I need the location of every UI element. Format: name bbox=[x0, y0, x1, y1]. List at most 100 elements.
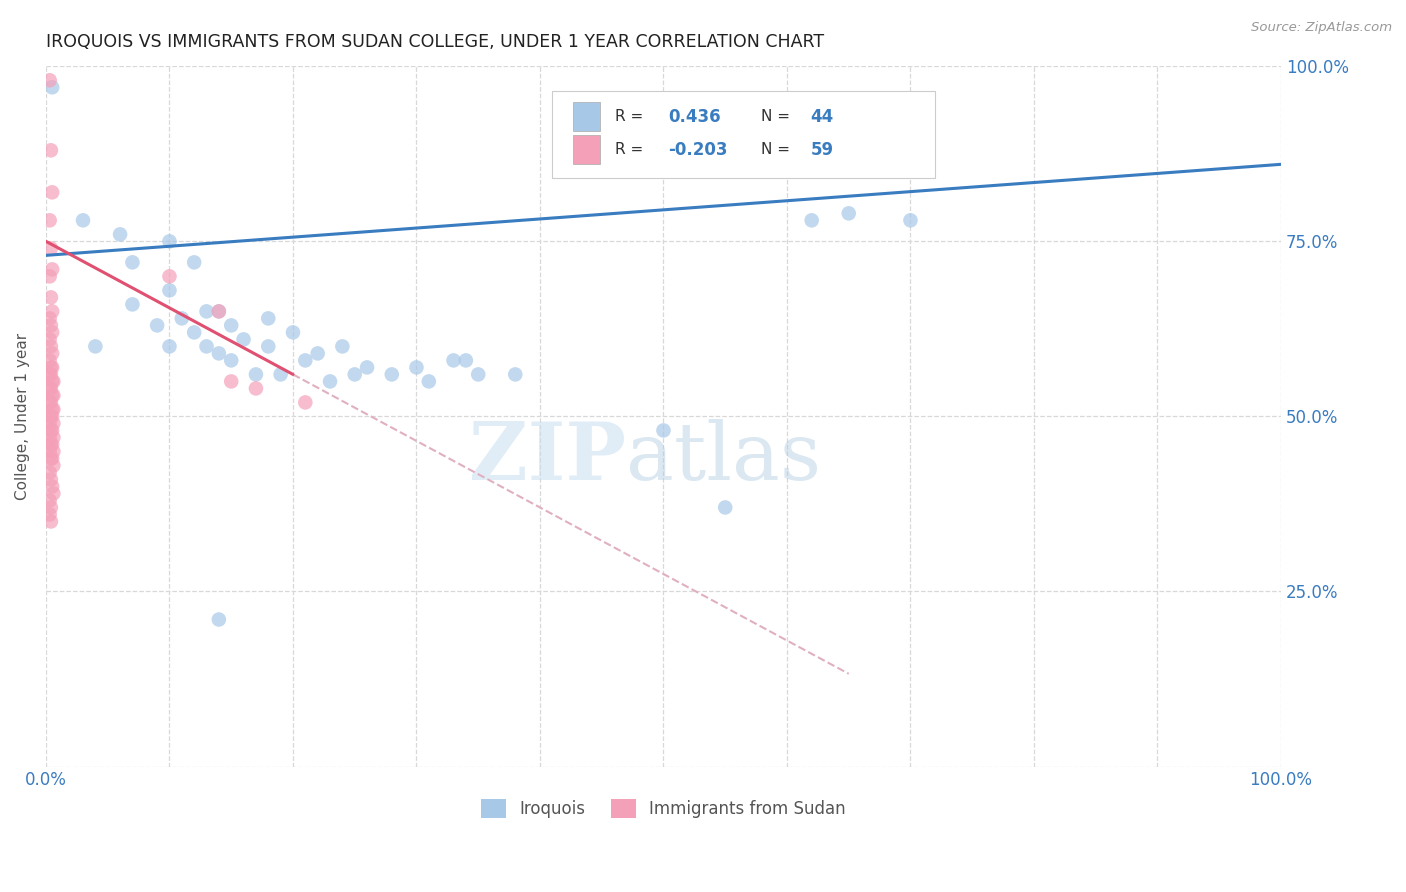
Point bbox=[159, 235, 181, 249]
Text: -0.203: -0.203 bbox=[668, 141, 728, 159]
Point bbox=[108, 227, 131, 242]
Point bbox=[38, 430, 60, 444]
Point bbox=[42, 388, 65, 402]
Text: R =: R = bbox=[616, 109, 648, 124]
Text: R =: R = bbox=[616, 142, 648, 157]
Point bbox=[39, 144, 62, 158]
Point bbox=[159, 339, 181, 353]
Point bbox=[121, 255, 143, 269]
Point bbox=[38, 466, 60, 480]
Point bbox=[183, 326, 205, 340]
Point bbox=[41, 360, 63, 375]
Point bbox=[381, 368, 404, 382]
Text: 44: 44 bbox=[810, 108, 834, 126]
Point bbox=[42, 444, 65, 458]
Point bbox=[219, 353, 242, 368]
Point bbox=[159, 269, 181, 284]
Text: Source: ZipAtlas.com: Source: ZipAtlas.com bbox=[1251, 21, 1392, 34]
Point bbox=[39, 318, 62, 333]
Point bbox=[356, 360, 378, 375]
Point bbox=[41, 326, 63, 340]
Point bbox=[38, 417, 60, 431]
Point bbox=[41, 437, 63, 451]
Point bbox=[183, 255, 205, 269]
Point bbox=[38, 395, 60, 409]
Point bbox=[39, 451, 62, 466]
Point bbox=[195, 304, 218, 318]
Point bbox=[294, 353, 316, 368]
Point bbox=[219, 375, 242, 389]
Point bbox=[208, 346, 231, 360]
Text: IROQUOIS VS IMMIGRANTS FROM SUDAN COLLEGE, UNDER 1 YEAR CORRELATION CHART: IROQUOIS VS IMMIGRANTS FROM SUDAN COLLEG… bbox=[46, 33, 824, 51]
Point bbox=[42, 417, 65, 431]
FancyBboxPatch shape bbox=[553, 91, 935, 178]
Point bbox=[319, 375, 342, 389]
Point bbox=[467, 368, 489, 382]
Text: ZIP: ZIP bbox=[470, 419, 627, 498]
Point bbox=[41, 479, 63, 493]
Point bbox=[39, 472, 62, 486]
Point bbox=[84, 339, 107, 353]
Text: N =: N = bbox=[761, 142, 794, 157]
Point bbox=[39, 360, 62, 375]
Point bbox=[38, 493, 60, 508]
Point bbox=[41, 424, 63, 438]
Point bbox=[41, 262, 63, 277]
Point bbox=[38, 368, 60, 382]
Point bbox=[257, 339, 280, 353]
Point bbox=[38, 444, 60, 458]
Point bbox=[42, 458, 65, 473]
Point bbox=[714, 500, 737, 515]
Point bbox=[270, 368, 292, 382]
Point bbox=[800, 213, 823, 227]
Point bbox=[41, 451, 63, 466]
Point bbox=[38, 508, 60, 522]
Point bbox=[38, 381, 60, 395]
Point bbox=[900, 213, 922, 227]
Point bbox=[121, 297, 143, 311]
Point bbox=[39, 290, 62, 304]
Legend: Iroquois, Immigrants from Sudan: Iroquois, Immigrants from Sudan bbox=[475, 792, 852, 825]
Point bbox=[39, 381, 62, 395]
Point bbox=[443, 353, 465, 368]
Point bbox=[418, 375, 440, 389]
Point bbox=[38, 353, 60, 368]
Point bbox=[281, 326, 304, 340]
Point bbox=[41, 375, 63, 389]
Point bbox=[38, 213, 60, 227]
Point bbox=[39, 500, 62, 515]
Point bbox=[838, 206, 860, 220]
Point bbox=[42, 402, 65, 417]
Point bbox=[38, 311, 60, 326]
Point bbox=[307, 346, 329, 360]
Point bbox=[38, 409, 60, 424]
Point bbox=[405, 360, 427, 375]
Point bbox=[39, 339, 62, 353]
Point bbox=[454, 353, 477, 368]
Point bbox=[41, 388, 63, 402]
Y-axis label: College, Under 1 year: College, Under 1 year bbox=[15, 333, 30, 500]
Text: N =: N = bbox=[761, 109, 794, 124]
Point bbox=[42, 486, 65, 500]
Point bbox=[219, 318, 242, 333]
Point bbox=[41, 304, 63, 318]
Point bbox=[652, 424, 675, 438]
Point bbox=[42, 375, 65, 389]
Point bbox=[42, 430, 65, 444]
Text: atlas: atlas bbox=[627, 419, 821, 498]
Text: 59: 59 bbox=[810, 141, 834, 159]
Point bbox=[41, 409, 63, 424]
Point bbox=[41, 186, 63, 200]
Point bbox=[245, 381, 267, 395]
Point bbox=[232, 332, 254, 346]
Point bbox=[39, 409, 62, 424]
Point bbox=[41, 402, 63, 417]
Point bbox=[245, 368, 267, 382]
Point bbox=[38, 332, 60, 346]
Text: 0.436: 0.436 bbox=[668, 108, 721, 126]
Point bbox=[39, 368, 62, 382]
Point bbox=[170, 311, 193, 326]
Point bbox=[38, 269, 60, 284]
Point bbox=[146, 318, 169, 333]
Point bbox=[208, 304, 231, 318]
